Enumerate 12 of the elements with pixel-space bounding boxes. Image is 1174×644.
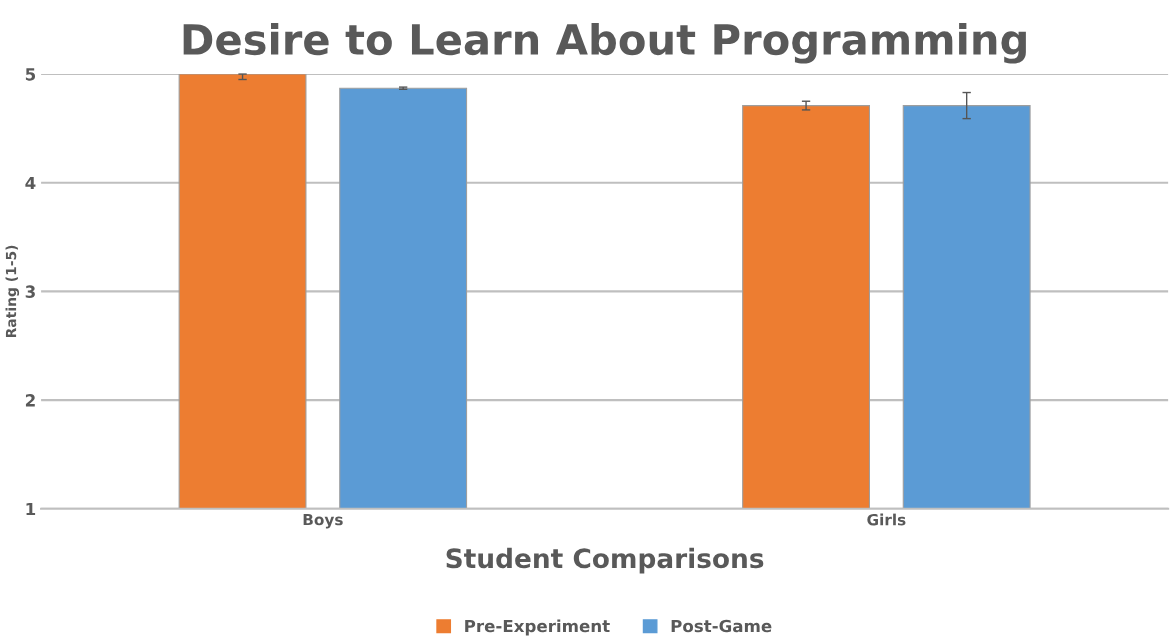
legend-label: Pre-Experiment <box>465 619 610 636</box>
x-tick-label: Girls <box>867 513 906 526</box>
y-tick-label: 3 <box>25 285 35 298</box>
y-axis-title: Rating (1-5) <box>5 245 20 338</box>
legend-label: Post-Game <box>671 619 772 633</box>
chart-title: Desire to Learn About Programming <box>183 22 1026 64</box>
y-tick-label: 4 <box>25 176 36 190</box>
y-tick-label: 5 <box>25 68 36 81</box>
x-tick-label: Boys <box>303 513 343 529</box>
y-tick-label: 2 <box>25 394 35 407</box>
y-tick-label: 1 <box>26 502 36 516</box>
x-axis-title: Student Comparisons <box>446 547 764 574</box>
